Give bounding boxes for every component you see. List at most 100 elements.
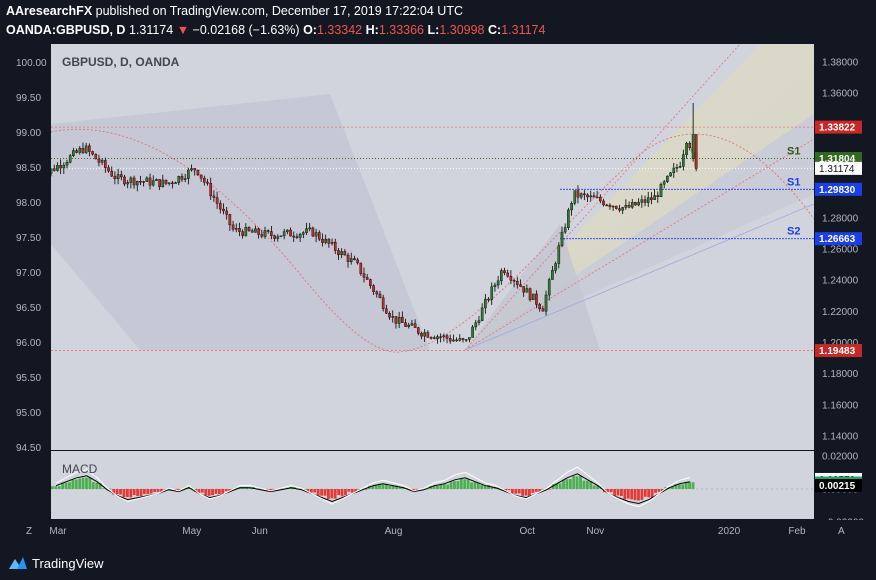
timezone-button[interactable]: Z bbox=[26, 526, 32, 537]
tradingview-logo-icon[interactable] bbox=[8, 555, 28, 571]
macd-tag-value: 0.00215 bbox=[819, 481, 856, 492]
candle-body bbox=[209, 182, 213, 197]
price-tag-value: 1.33822 bbox=[819, 123, 856, 134]
macd-pane bbox=[51, 451, 814, 519]
candle-body bbox=[413, 323, 417, 328]
macd-histogram-bar bbox=[596, 485, 599, 489]
macd-histogram-bar bbox=[654, 489, 657, 493]
candle-body bbox=[68, 155, 72, 163]
macd-histogram-bar bbox=[545, 489, 548, 490]
chart-canvas[interactable]: GBPUSD, D, OANDA S1 S1 S2 100.00 99.50 99.00… bbox=[0, 44, 876, 546]
candle-body bbox=[487, 298, 490, 301]
candle-body bbox=[126, 182, 129, 185]
candle-body bbox=[685, 142, 688, 155]
macd-histogram-bar bbox=[108, 488, 112, 490]
macd-histogram-bar bbox=[630, 489, 634, 500]
macd-histogram-bar bbox=[579, 475, 582, 489]
macd-histogram-bar bbox=[609, 489, 613, 493]
time-axis-bar bbox=[0, 520, 876, 542]
macd-histogram-bar bbox=[442, 483, 446, 489]
time-axis-tick-label: Jun bbox=[252, 526, 268, 537]
macd-histogram-bar bbox=[623, 489, 627, 500]
candle-body bbox=[544, 294, 548, 312]
macd-histogram-bar bbox=[470, 482, 473, 489]
candle-body bbox=[241, 231, 244, 236]
macd-histogram-bar bbox=[258, 488, 262, 490]
candle-body bbox=[573, 190, 577, 204]
price-tag-value: 1.19483 bbox=[819, 346, 856, 357]
publisher-name[interactable]: AAresearchFX bbox=[6, 4, 93, 18]
macd-label: MACD bbox=[62, 462, 98, 476]
macd-histogram-bar bbox=[511, 489, 514, 494]
macd-histogram-bar bbox=[119, 489, 122, 495]
macd-histogram-bar bbox=[221, 489, 225, 495]
price-tag-bg bbox=[815, 182, 862, 196]
candle-body bbox=[84, 145, 88, 153]
macd-histogram-bar bbox=[633, 489, 637, 501]
candle-body bbox=[525, 288, 529, 293]
macd-histogram-bar bbox=[309, 489, 313, 493]
candle-body bbox=[445, 335, 449, 339]
macd-histogram-bar bbox=[637, 489, 640, 501]
candle-body bbox=[327, 238, 331, 244]
macd-histogram-bar bbox=[432, 486, 436, 489]
candle-body bbox=[314, 232, 318, 237]
macd-histogram-bar bbox=[85, 477, 88, 489]
macd-histogram-bar bbox=[674, 484, 678, 489]
candle-body bbox=[263, 230, 267, 237]
candle-body bbox=[464, 339, 468, 341]
macd-histogram-bar bbox=[514, 489, 518, 494]
brand-name[interactable]: TradingView bbox=[32, 556, 104, 571]
down-arrow-icon: ▼ bbox=[176, 23, 190, 37]
macd-histogram-bar bbox=[565, 479, 569, 489]
candle-body bbox=[107, 167, 110, 172]
macd-histogram-bar bbox=[449, 481, 453, 489]
publish-line: AAresearchFX published on TradingView.co… bbox=[6, 4, 463, 18]
auto-scale-button[interactable]: A bbox=[838, 526, 845, 537]
macd-histogram-bar bbox=[51, 486, 54, 489]
macd-histogram-bar bbox=[381, 484, 385, 489]
candle-body bbox=[388, 313, 391, 318]
left-axis-tick-label: 96.50 bbox=[16, 303, 41, 314]
macd-histogram-bar bbox=[483, 485, 487, 489]
macd-histogram-bar bbox=[200, 489, 204, 493]
gann-line-1 bbox=[464, 44, 741, 351]
candle-body bbox=[429, 337, 433, 339]
candle-body bbox=[183, 178, 187, 180]
macd-histogram-bar bbox=[657, 489, 661, 492]
candle-body bbox=[432, 337, 436, 339]
level-label-s1: S1 bbox=[787, 146, 800, 158]
candle-body bbox=[656, 195, 660, 198]
candle-body bbox=[423, 332, 426, 337]
macd-histogram-bar bbox=[153, 489, 157, 492]
macd-histogram-bar bbox=[568, 479, 572, 489]
candle-body bbox=[187, 169, 190, 179]
candle-body bbox=[174, 182, 177, 184]
candle-body bbox=[637, 202, 640, 206]
ohlc-line: OANDA:GBPUSD, D 1.31174 ▼ −0.02168 (−1.6… bbox=[6, 23, 545, 37]
candle-body bbox=[531, 293, 535, 301]
candle-body bbox=[436, 336, 439, 339]
gann-line-3 bbox=[464, 203, 814, 351]
macd-histogram-bar bbox=[95, 482, 99, 489]
footer: TradingView bbox=[0, 546, 876, 580]
candle-body bbox=[519, 284, 522, 287]
high-value: 1.33366 bbox=[378, 23, 425, 37]
candle-body bbox=[257, 228, 260, 235]
candle-body bbox=[330, 242, 334, 244]
close-label: C: bbox=[487, 23, 502, 37]
level-labels: S1 S1 S2 bbox=[787, 146, 800, 238]
candle-body bbox=[302, 232, 305, 235]
candle-body bbox=[496, 280, 500, 286]
macd-axis-tick-label: 0.02000 bbox=[822, 452, 859, 463]
candle-body bbox=[397, 316, 401, 324]
macd-histogram-bar bbox=[538, 489, 542, 493]
right-axis-tick-label: 1.24000 bbox=[822, 276, 859, 287]
candle-body bbox=[276, 236, 280, 239]
candle-body bbox=[461, 338, 465, 340]
candle-body bbox=[369, 279, 372, 286]
macd-histogram-bar bbox=[606, 489, 610, 492]
open-label: O: bbox=[303, 23, 317, 37]
candle-body bbox=[618, 208, 621, 211]
candle-body bbox=[452, 339, 455, 342]
